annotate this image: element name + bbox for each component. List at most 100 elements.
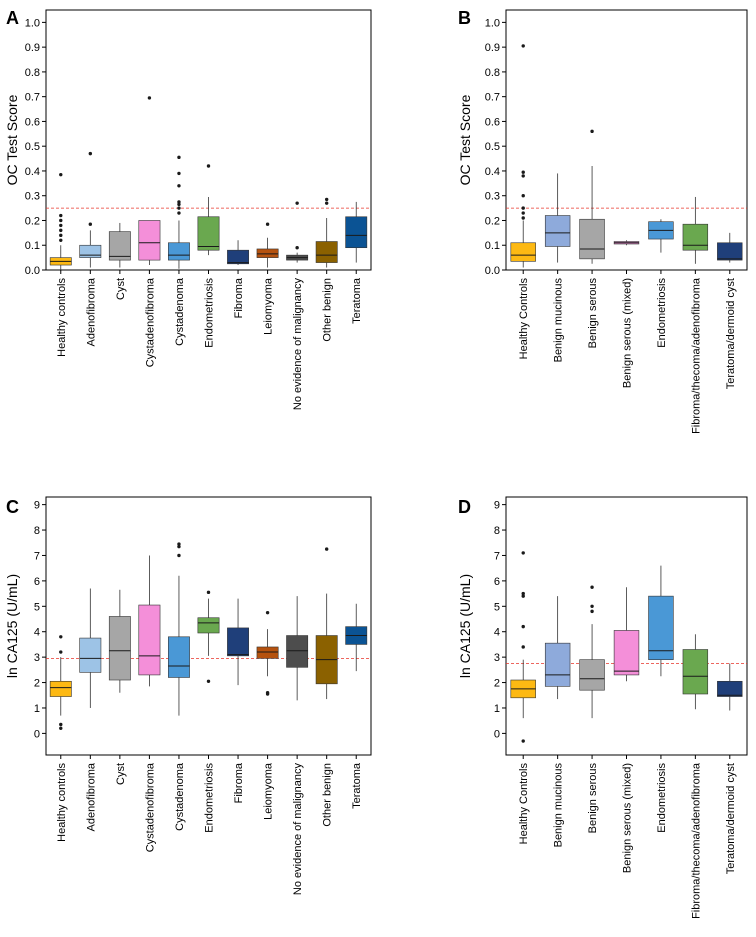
- box-healthy-controls: [49, 635, 72, 731]
- y-axis-label: OC Test Score: [4, 94, 20, 185]
- y-tick-label: 6: [494, 576, 500, 588]
- outlier-point: [206, 590, 211, 595]
- x-tick-label: Healthy controls: [56, 278, 68, 357]
- box-iqr: [49, 680, 72, 697]
- y-axis-label: ln CA125 (U/mL): [457, 574, 473, 678]
- panel-letter: D: [458, 497, 471, 517]
- outlier-point: [177, 171, 181, 176]
- y-tick-label: 0.7: [25, 92, 40, 104]
- box-benign-serous: [579, 129, 605, 264]
- outlier-point: [177, 155, 181, 160]
- outlier-point: [265, 222, 270, 226]
- box-endometriosis: [648, 219, 674, 253]
- outlier-point: [521, 645, 525, 649]
- y-tick-label: 0.4: [25, 166, 40, 178]
- box-iqr: [544, 215, 571, 247]
- box-iqr: [648, 595, 674, 660]
- box-iqr: [682, 223, 709, 251]
- x-tick-label: Endometriosis: [656, 278, 668, 348]
- panel-d: Dln CA125 (U/mL) 0 1 2 3 4 5 6 7 8 9 Healthy Contro…: [457, 496, 748, 919]
- y-tick-label: 3: [494, 652, 500, 664]
- box-iqr: [79, 244, 102, 258]
- x-tick-label: Teratoma: [351, 277, 363, 324]
- panel-c: Cln CA125 (U/mL) 0 1 2 3 4 5 6 7 8 9 Healthy contro…: [4, 496, 372, 896]
- box-iqr: [256, 646, 279, 659]
- y-tick-label: 8: [494, 525, 500, 537]
- outlier-point: [177, 202, 181, 207]
- x-tick-label: Healthy Controls: [518, 278, 530, 360]
- x-tick-label: Benign serous (mixed): [622, 278, 634, 388]
- y-tick-label: 2: [494, 678, 500, 690]
- box-healthy-controls: [49, 172, 72, 270]
- y-tick-label: 0.8: [25, 67, 40, 79]
- y-tick-label: 4: [34, 627, 40, 639]
- outlier-point: [88, 151, 93, 156]
- box-iqr: [79, 637, 102, 673]
- x-tick-label: No evidence of malignancy: [292, 278, 304, 411]
- outlier-point: [59, 722, 63, 727]
- x-tick-label: Fibroma/thecoma/adenofibroma: [690, 762, 702, 919]
- x-tick-label: Cystadenofibroma: [144, 762, 156, 852]
- outlier-point: [59, 650, 63, 654]
- outlier-point: [59, 726, 63, 731]
- outlier-point: [590, 604, 594, 609]
- outlier-point: [324, 201, 329, 205]
- box-endometriosis: [648, 565, 674, 677]
- x-tick-label: Fibroma: [233, 277, 245, 318]
- outlier-point: [324, 197, 329, 202]
- outlier-point: [206, 679, 211, 683]
- box-iqr: [138, 604, 161, 676]
- outlier-point: [265, 610, 270, 615]
- outlier-point: [521, 591, 525, 596]
- x-tick-label: Benign mucinous: [553, 763, 565, 848]
- box-fibroma-thecoma-adenofibroma: [682, 634, 709, 710]
- y-tick-label: 8: [34, 525, 40, 537]
- outlier-point: [590, 585, 594, 589]
- panel-letter: A: [6, 8, 19, 28]
- box-teratoma-dermoid-cyst: [717, 232, 743, 263]
- x-tick-label: No evidence of malignancy: [292, 763, 304, 896]
- box-iqr: [315, 241, 338, 263]
- box-teratoma-dermoid-cyst: [717, 663, 743, 711]
- outlier-point: [590, 129, 594, 134]
- outlier-point: [521, 211, 525, 215]
- x-tick-label: Endometriosis: [204, 763, 216, 833]
- outlier-point: [59, 218, 63, 223]
- y-tick-label: 0: [34, 728, 40, 740]
- box-fibroma: [227, 240, 249, 266]
- y-tick-label: 0.0: [25, 265, 40, 277]
- box-fibroma-thecoma-adenofibroma: [682, 196, 709, 264]
- x-tick-label: Leiomyoma: [263, 277, 275, 335]
- box-iqr: [717, 242, 743, 261]
- box-iqr: [286, 635, 309, 668]
- x-tick-label: Teratoma: [351, 762, 363, 809]
- y-tick-label: 1.0: [485, 17, 500, 29]
- box-endometriosis: [197, 590, 220, 683]
- outlier-point: [59, 228, 63, 233]
- x-tick-label: Benign serous: [587, 278, 599, 349]
- y-tick-label: 7: [494, 550, 500, 562]
- outlier-point: [206, 164, 211, 168]
- outlier-point: [59, 213, 63, 218]
- outlier-point: [590, 609, 594, 614]
- y-tick-label: 6: [34, 576, 40, 588]
- outlier-point: [521, 206, 525, 210]
- outlier-point: [521, 174, 525, 178]
- y-tick-label: 2: [34, 678, 40, 690]
- box-iqr: [197, 216, 220, 251]
- box-iqr: [138, 220, 161, 261]
- y-tick-label: 0.9: [25, 42, 40, 54]
- box-cyst: [108, 222, 131, 268]
- x-tick-label: Fibroma/thecoma/adenofibroma: [690, 277, 702, 434]
- box-iqr: [717, 680, 743, 697]
- box-iqr: [168, 636, 190, 678]
- y-tick-label: 1: [34, 703, 40, 715]
- y-tick-label: 0.5: [25, 141, 40, 153]
- box-cystadenofibroma: [138, 555, 161, 687]
- outlier-point: [521, 216, 525, 220]
- x-tick-label: Adenofibroma: [85, 277, 97, 346]
- y-tick-label: 0.0: [485, 265, 500, 277]
- outlier-point: [324, 547, 329, 551]
- x-tick-label: Cyst: [115, 278, 127, 300]
- x-tick-label: Endometriosis: [204, 278, 216, 348]
